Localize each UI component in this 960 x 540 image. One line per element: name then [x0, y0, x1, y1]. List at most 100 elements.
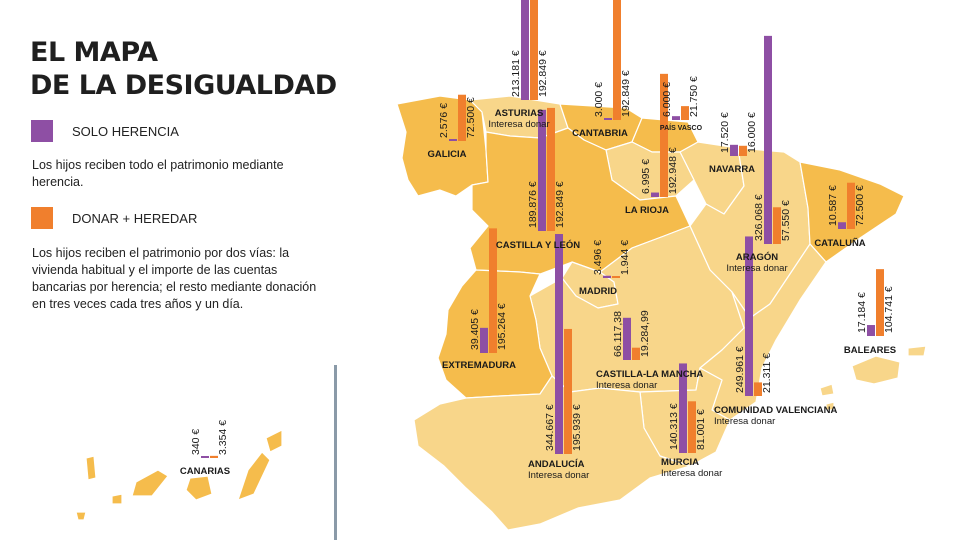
- value-label-donar-heredar-país-vasco: 21.750 €: [688, 76, 700, 117]
- value-label-donar-heredar-navarra: 16.000 €: [746, 112, 758, 153]
- bar-donar-heredar-país-vasco: [681, 106, 689, 120]
- bar-solo-herencia-castilla-la-mancha: [623, 317, 631, 360]
- bar-solo-herencia-comunidad-valenciana: [745, 236, 753, 396]
- bar-donar-heredar-aragón: [773, 207, 781, 244]
- value-label-solo-herencia-cataluña: 10.587 €: [827, 185, 839, 226]
- value-label-solo-herencia-castilla-y-león: 189.876 €: [527, 181, 539, 228]
- value-label-solo-herencia-país-vasco: 6.000 €: [661, 82, 673, 117]
- bar-donar-heredar-extremadura: [489, 228, 497, 353]
- region-label-castilla-y-león: CASTILLA Y LEÓN: [496, 239, 580, 251]
- bar-solo-herencia-murcia: [679, 363, 687, 453]
- bar-donar-heredar-la-rioja: [660, 73, 668, 197]
- region-label-asturias: ASTURIAS: [495, 108, 544, 119]
- bar-donar-heredar-castilla-la-mancha: [632, 347, 640, 360]
- bar-solo-herencia-madrid: [603, 275, 611, 278]
- value-label-donar-heredar-andalucía: 195.939 €: [571, 404, 583, 451]
- region-baleares: [851, 355, 901, 385]
- region-baleares-menorca: [907, 345, 927, 357]
- bar-donar-heredar-canarias: [210, 455, 218, 458]
- value-label-donar-heredar-la-rioja: 192.948 €: [667, 147, 679, 194]
- value-label-donar-heredar-castilla-la-mancha: 19.284,99: [639, 310, 651, 357]
- legend-desc-solo-herencia: Los hijos reciben todo el patrimonio med…: [32, 158, 284, 189]
- bar-solo-herencia-canarias: [201, 456, 209, 458]
- bar-donar-heredar-asturias: [530, 0, 538, 100]
- bar-solo-herencia-país-vasco: [672, 116, 680, 120]
- bar-solo-herencia-aragón: [764, 35, 772, 244]
- value-label-donar-heredar-comunidad-valenciana: 21.311 €: [761, 353, 773, 393]
- bar-donar-heredar-cantabria: [613, 0, 621, 120]
- region-label-murcia: MURCIA: [661, 457, 699, 468]
- region-note-murcia: Interesa donar: [661, 468, 722, 479]
- bar-donar-heredar-andalucía: [564, 328, 572, 454]
- bar-donar-heredar-galicia: [458, 94, 466, 141]
- bar-donar-heredar-baleares: [876, 269, 884, 336]
- value-label-solo-herencia-madrid: 3.496 €: [592, 240, 604, 275]
- region-label-cantabria: CANTABRIA: [572, 128, 628, 139]
- value-label-solo-herencia-canarias: 340 €: [190, 429, 202, 455]
- bar-solo-herencia-galicia: [449, 139, 457, 141]
- value-label-solo-herencia-baleares: 17.184 €: [856, 292, 868, 333]
- region-note-aragón: Interesa donar: [726, 263, 787, 274]
- region-note-castilla-la-mancha: Interesa donar: [596, 380, 657, 391]
- region-label-canarias: CANARIAS: [180, 466, 230, 477]
- region-canarias-lanzarote: [265, 429, 283, 453]
- value-label-donar-heredar-galicia: 72.500 €: [465, 97, 477, 138]
- value-label-donar-heredar-canarias: 3.354 €: [217, 420, 229, 455]
- region-label-aragón: ARAGÓN: [736, 251, 778, 263]
- value-label-solo-herencia-castilla-la-mancha: 66.117,38: [612, 311, 624, 357]
- value-label-donar-heredar-cantabria: 192.849 €: [620, 70, 632, 117]
- region-label-navarra: NAVARRA: [709, 164, 755, 175]
- region-note-asturias: Interesa donar: [488, 119, 549, 130]
- bar-donar-heredar-navarra: [739, 145, 747, 156]
- value-label-solo-herencia-aragón: 326.068 €: [753, 194, 765, 241]
- region-label-la-rioja: LA RIOJA: [625, 205, 669, 216]
- region-label-castilla-la-mancha: CASTILLA-LA MANCHA: [596, 369, 703, 380]
- value-label-solo-herencia-comunidad-valenciana: 249.961 €: [734, 346, 746, 393]
- title-line-1: EL MAPA: [30, 37, 158, 68]
- region-label-galicia: GALICIA: [427, 149, 466, 160]
- bar-donar-heredar-cataluña: [847, 182, 855, 229]
- title-line-2: DE LA DESIGUALDAD: [30, 70, 337, 101]
- value-label-solo-herencia-asturias: 213.181 €: [510, 50, 522, 97]
- region-label-extremadura: EXTREMADURA: [442, 360, 516, 371]
- value-label-donar-heredar-asturias: 192.849 €: [537, 50, 549, 97]
- region-canarias-la-palma: [85, 455, 97, 481]
- region-canarias-la-gomera: [111, 493, 123, 505]
- bar-solo-herencia-navarra: [730, 144, 738, 156]
- value-label-solo-herencia-cantabria: 3.000 €: [593, 82, 605, 117]
- value-label-donar-heredar-murcia: 81.001 €: [695, 409, 707, 450]
- region-label-madrid: MADRID: [579, 286, 617, 297]
- region-canarias-el-hierro: [75, 511, 87, 521]
- value-label-solo-herencia-andalucía: 344.667 €: [544, 404, 556, 451]
- value-label-donar-heredar-extremadura: 195.264 €: [496, 303, 508, 350]
- value-label-solo-herencia-extremadura: 39.405 €: [469, 309, 481, 350]
- bar-solo-herencia-cantabria: [604, 118, 612, 120]
- bar-solo-herencia-castilla-y-león: [538, 109, 546, 231]
- legend-label-donar-heredar: DONAR + HEREDAR: [72, 211, 198, 226]
- value-label-donar-heredar-castilla-y-león: 192.849 €: [554, 181, 566, 228]
- region-canarias-fuerteventura: [237, 451, 271, 501]
- region-canarias-tenerife: [131, 469, 169, 497]
- legend-swatch-solo-herencia: [31, 120, 53, 142]
- legend-desc-donar-heredar: Los hijos reciben el patrimonio por dos …: [32, 246, 317, 311]
- region-label-país-vasco: PAÍS VASCO: [660, 123, 703, 132]
- bar-solo-herencia-andalucía: [555, 234, 563, 454]
- canarias-divider: [334, 365, 337, 540]
- bar-donar-heredar-castilla-y-león: [547, 107, 555, 231]
- region-label-andalucía: ANDALUCÍA: [528, 459, 585, 470]
- region-baleares-formentera: [825, 401, 835, 411]
- value-label-solo-herencia-navarra: 17.520 €: [719, 112, 731, 153]
- page-title: EL MAPA DE LA DESIGUALDAD: [30, 36, 337, 102]
- bar-donar-heredar-comunidad-valenciana: [754, 382, 762, 396]
- value-label-solo-herencia-galicia: 2.576 €: [438, 103, 450, 138]
- region-note-comunidad-valenciana: Interesa donar: [714, 416, 775, 427]
- value-label-solo-herencia-murcia: 140.313 €: [668, 403, 680, 450]
- value-label-donar-heredar-baleares: 104.741 €: [883, 286, 895, 333]
- region-label-baleares: BALEARES: [844, 345, 896, 356]
- bar-donar-heredar-madrid: [612, 276, 620, 278]
- region-label-cataluña: CATALUÑA: [814, 238, 865, 249]
- value-label-donar-heredar-madrid: 1.944 €: [619, 240, 631, 275]
- bar-solo-herencia-extremadura: [480, 327, 488, 353]
- bar-solo-herencia-cataluña: [838, 222, 846, 229]
